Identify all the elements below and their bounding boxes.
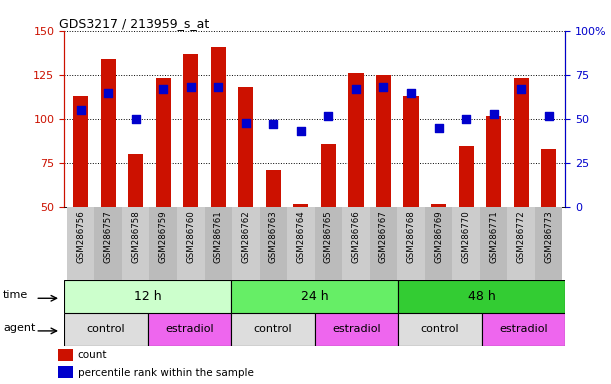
Bar <box>315 207 342 280</box>
Point <box>544 113 554 119</box>
Text: GSM286773: GSM286773 <box>544 210 553 263</box>
Bar <box>211 46 226 207</box>
Text: estradiol: estradiol <box>165 324 214 334</box>
Bar <box>231 280 398 313</box>
Text: GSM286756: GSM286756 <box>76 210 85 263</box>
Text: control: control <box>254 324 292 334</box>
Point <box>158 86 168 92</box>
Bar <box>95 207 122 280</box>
Bar <box>398 280 565 313</box>
Text: time: time <box>3 290 29 300</box>
Bar <box>348 73 364 207</box>
Text: GSM286763: GSM286763 <box>269 210 278 263</box>
Text: GSM286759: GSM286759 <box>159 210 168 263</box>
Point <box>406 89 416 96</box>
Point <box>186 84 196 90</box>
Bar <box>321 144 336 207</box>
Point <box>434 125 444 131</box>
Bar <box>481 313 565 346</box>
Bar <box>266 170 281 207</box>
Bar <box>67 207 95 280</box>
Bar <box>150 207 177 280</box>
Bar <box>156 78 171 207</box>
Text: 48 h: 48 h <box>468 290 496 303</box>
Point <box>516 86 526 92</box>
Bar <box>183 54 199 207</box>
Bar <box>315 313 398 346</box>
Text: GSM286765: GSM286765 <box>324 210 333 263</box>
Text: GSM286764: GSM286764 <box>296 210 306 263</box>
Text: GSM286762: GSM286762 <box>241 210 251 263</box>
Text: GSM286761: GSM286761 <box>214 210 223 263</box>
Bar <box>58 349 73 361</box>
Point <box>296 128 306 134</box>
Point <box>268 121 278 127</box>
Point <box>213 84 223 90</box>
Bar <box>177 207 205 280</box>
Point <box>131 116 141 122</box>
Text: estradiol: estradiol <box>332 324 381 334</box>
Text: GSM286766: GSM286766 <box>351 210 360 263</box>
Bar <box>231 313 315 346</box>
Bar <box>238 87 254 207</box>
Bar <box>376 75 391 207</box>
Bar <box>148 313 231 346</box>
Bar <box>232 207 260 280</box>
Bar <box>431 204 446 207</box>
Point <box>241 119 251 126</box>
Text: GSM286760: GSM286760 <box>186 210 196 263</box>
Bar <box>398 313 481 346</box>
Text: count: count <box>78 350 107 360</box>
Bar <box>397 207 425 280</box>
Text: GSM286768: GSM286768 <box>406 210 415 263</box>
Text: GSM286769: GSM286769 <box>434 210 443 263</box>
Point <box>489 111 499 117</box>
Bar <box>287 207 315 280</box>
Bar <box>403 96 419 207</box>
Bar <box>541 149 556 207</box>
Bar <box>507 207 535 280</box>
Text: control: control <box>420 324 459 334</box>
Bar <box>342 207 370 280</box>
Point <box>461 116 471 122</box>
Bar <box>458 146 474 207</box>
Text: agent: agent <box>3 323 35 333</box>
Bar <box>58 366 73 379</box>
Text: GSM286757: GSM286757 <box>104 210 112 263</box>
Bar <box>64 280 231 313</box>
Text: GSM286767: GSM286767 <box>379 210 388 263</box>
Bar <box>128 154 144 207</box>
Bar <box>535 207 562 280</box>
Point <box>103 89 113 96</box>
Point <box>324 113 334 119</box>
Point <box>351 86 361 92</box>
Bar <box>293 204 309 207</box>
Text: estradiol: estradiol <box>499 324 547 334</box>
Bar <box>64 313 148 346</box>
Text: GDS3217 / 213959_s_at: GDS3217 / 213959_s_at <box>59 17 210 30</box>
Bar <box>370 207 397 280</box>
Text: GSM286771: GSM286771 <box>489 210 498 263</box>
Bar <box>205 207 232 280</box>
Bar <box>480 207 507 280</box>
Bar <box>452 207 480 280</box>
Text: GSM286772: GSM286772 <box>517 210 525 263</box>
Bar <box>514 78 529 207</box>
Bar <box>122 207 150 280</box>
Text: GSM286770: GSM286770 <box>461 210 470 263</box>
Bar <box>73 96 88 207</box>
Bar <box>101 59 115 207</box>
Bar <box>486 116 501 207</box>
Text: percentile rank within the sample: percentile rank within the sample <box>78 367 254 377</box>
Point <box>379 84 389 90</box>
Text: 24 h: 24 h <box>301 290 329 303</box>
Text: 12 h: 12 h <box>134 290 161 303</box>
Bar <box>425 207 452 280</box>
Bar <box>260 207 287 280</box>
Text: control: control <box>87 324 125 334</box>
Text: GSM286758: GSM286758 <box>131 210 141 263</box>
Point <box>76 107 86 113</box>
